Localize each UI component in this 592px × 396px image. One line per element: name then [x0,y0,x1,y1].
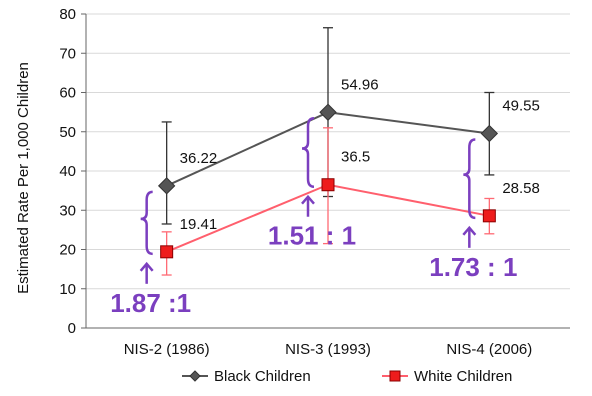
data-point [157,177,176,195]
data-point [319,103,337,121]
y-tick-label: 70 [59,45,76,62]
legend: Black Children White Children [182,368,512,385]
data-label: 19.41 [180,216,218,233]
annotation-layer: 1.87 :1 1.51 : 1 1.73 : 1 [110,117,517,318]
y-tick-label: 80 [59,6,76,23]
y-tick-label: 60 [59,85,76,102]
ratio-annotation: 1.73 : 1 [429,252,517,282]
y-tick-label: 0 [68,320,76,337]
data-label: 36.22 [180,150,218,167]
axis-layer: 0 10 20 30 40 50 60 70 80 NIS-2 (1986) NIS-3 (1993… [59,6,570,358]
y-axis-label: Estimated Rate Per 1,000 Children [15,62,32,294]
data-label-layer: 36.22 54.96 49.55 19.41 36.5 28.58 [180,76,540,233]
data-point [482,209,496,223]
x-tick-label: NIS-4 (2006) [446,341,532,358]
ratio-annotation: 1.87 :1 [110,288,191,318]
data-point [321,178,335,192]
data-label: 49.55 [502,98,540,115]
ratio-brace [463,138,476,220]
ratio-brace [140,190,153,256]
y-tick-label: 50 [59,124,76,141]
ratio-arrow-head [139,261,154,272]
legend-marker-white [389,370,401,382]
ratio-annotation: 1.51 : 1 [268,221,356,251]
data-label: 54.96 [341,76,379,93]
ratio-brace [301,117,315,188]
data-label: 28.58 [502,180,540,197]
data-point [160,245,174,259]
y-tick-label: 30 [59,202,76,219]
x-tick-label: NIS-2 (1986) [124,341,210,358]
y-tick-label: 10 [59,281,76,298]
legend-label-black: Black Children [214,368,311,385]
data-label: 36.5 [341,149,370,166]
data-point [480,124,499,143]
legend-marker-black [189,370,201,382]
x-tick-label: NIS-3 (1993) [285,341,371,358]
legend-label-white: White Children [414,368,512,385]
marker-layer [157,103,499,259]
y-tick-label: 20 [59,242,76,259]
ratio-arrow-head [301,194,315,205]
y-tick-label: 40 [59,163,76,180]
ratio-arrow-head [462,225,477,236]
